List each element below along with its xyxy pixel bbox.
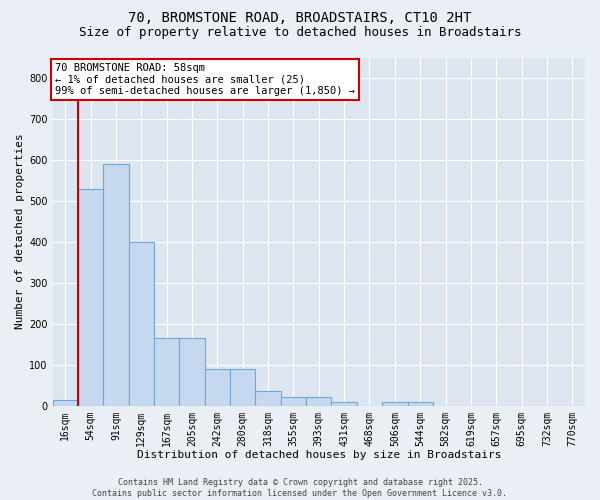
Bar	[306, 396, 331, 406]
Bar	[407, 402, 433, 406]
Text: 70, BROMSTONE ROAD, BROADSTAIRS, CT10 2HT: 70, BROMSTONE ROAD, BROADSTAIRS, CT10 2H…	[128, 11, 472, 25]
Bar	[179, 338, 205, 406]
X-axis label: Distribution of detached houses by size in Broadstairs: Distribution of detached houses by size …	[137, 450, 501, 460]
Text: Contains HM Land Registry data © Crown copyright and database right 2025.
Contai: Contains HM Land Registry data © Crown c…	[92, 478, 508, 498]
Bar	[382, 402, 407, 406]
Bar	[53, 400, 78, 406]
Text: 70 BROMSTONE ROAD: 58sqm
← 1% of detached houses are smaller (25)
99% of semi-de: 70 BROMSTONE ROAD: 58sqm ← 1% of detache…	[55, 62, 355, 96]
Text: Size of property relative to detached houses in Broadstairs: Size of property relative to detached ho…	[79, 26, 521, 39]
Bar	[281, 396, 306, 406]
Bar	[103, 164, 128, 406]
Bar	[128, 242, 154, 406]
Y-axis label: Number of detached properties: Number of detached properties	[15, 134, 25, 330]
Bar	[230, 369, 256, 406]
Bar	[205, 369, 230, 406]
Bar	[154, 338, 179, 406]
Bar	[256, 392, 281, 406]
Bar	[78, 188, 103, 406]
Bar	[331, 402, 357, 406]
